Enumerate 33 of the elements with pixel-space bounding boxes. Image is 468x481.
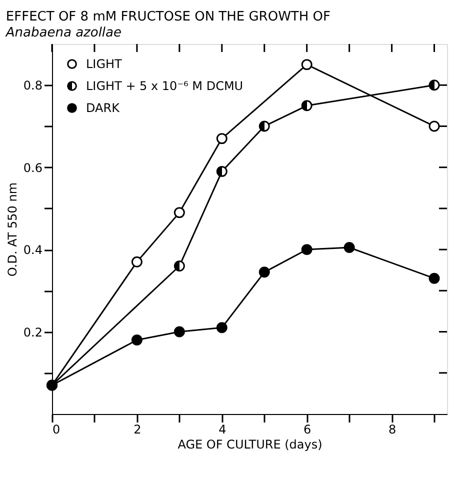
y-tick-label: 0.4: [23, 243, 42, 258]
point: [258, 266, 270, 278]
legend-label: LIGHT: [86, 57, 123, 71]
point: [216, 166, 228, 177]
x-tick-label: 2: [134, 422, 142, 436]
point: [131, 256, 142, 268]
y-tick-label: 0.2: [23, 325, 42, 340]
point: [344, 242, 355, 253]
point: [301, 59, 312, 70]
point: [174, 326, 185, 338]
y-axis-title: O.D. AT 550 nm: [5, 182, 20, 277]
point: [428, 120, 440, 132]
point: [428, 272, 440, 284]
y-tick-label: 0.6: [23, 160, 42, 175]
point: [216, 133, 228, 144]
x-axis-title: AGE OF CULTURE (days): [178, 438, 322, 452]
legend-label: DARK: [86, 101, 121, 115]
point: [258, 120, 270, 132]
x-tick-label: 8: [388, 422, 396, 436]
point: [428, 80, 440, 91]
chart-title: EFFECT OF 8 mM FRUCTOSE ON THE GROWTH OF: [6, 9, 330, 24]
x-tick-label: 4: [218, 422, 226, 436]
point: [174, 207, 185, 218]
legend-label: LIGHT + 5 x 10⁻⁶ M DCMU: [86, 79, 244, 93]
x-tick-label: 0: [52, 422, 60, 436]
point: [131, 334, 142, 346]
x-tick-label: 6: [304, 422, 312, 436]
point: [301, 244, 312, 256]
y-tick-label: 0.8: [23, 78, 42, 93]
point: [216, 322, 228, 334]
point: [301, 100, 312, 112]
point: [174, 260, 185, 272]
chart-subtitle: Anabaena azollae: [4, 25, 122, 40]
